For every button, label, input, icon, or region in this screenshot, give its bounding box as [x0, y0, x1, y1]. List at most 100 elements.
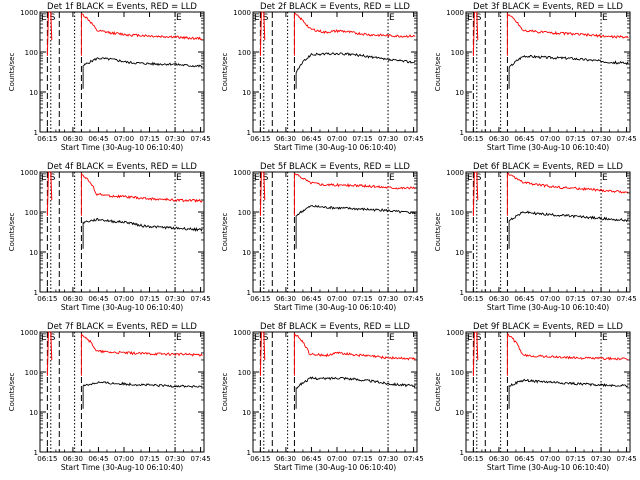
- x-tick-label: 07:00: [540, 295, 560, 303]
- detector-panel-5: Det 5f BLACK = Events, RED = LLD 1 10 100 10…: [221, 162, 424, 312]
- x-axis-label: Start Time (30-Aug-10 06:10:40): [487, 303, 609, 312]
- plot-frame: [252, 331, 418, 453]
- y-tick-label: 100: [25, 369, 38, 377]
- x-tick-label: 07:00: [327, 455, 347, 463]
- y-tick-label: 1000: [446, 169, 464, 177]
- y-tick-label: 100: [238, 49, 251, 57]
- lld-series-line: [293, 173, 416, 216]
- events-series-line: [295, 376, 416, 409]
- x-tick-label: 06:30: [489, 295, 509, 303]
- x-tick-label: 07:45: [404, 455, 424, 463]
- y-tick-label: 100: [238, 369, 251, 377]
- y-tick-label: 100: [238, 209, 251, 217]
- y-tick-label: 1000: [233, 9, 251, 17]
- x-tick-label: 06:15: [463, 295, 483, 303]
- segment-label: E: [176, 333, 182, 343]
- lld-series-line: [80, 172, 203, 216]
- y-tick-label: 1: [247, 289, 251, 297]
- x-tick-label: 06:45: [514, 135, 534, 143]
- plot-frame: [252, 171, 418, 293]
- x-tick-label: 07:15: [352, 455, 372, 463]
- lld-series-line: [293, 332, 416, 376]
- x-tick-label: 06:15: [250, 455, 270, 463]
- x-tick-label: 06:45: [301, 455, 321, 463]
- x-axis-label: Start Time (30-Aug-10 06:10:40): [274, 463, 396, 472]
- y-tick-label: 10: [29, 249, 38, 257]
- events-series-line: [82, 57, 203, 89]
- y-tick-label: 10: [455, 409, 464, 417]
- x-tick-label: 06:45: [88, 295, 108, 303]
- x-tick-label: 06:15: [250, 295, 270, 303]
- panel-title: Det 1f BLACK = Events, RED = LLD: [47, 2, 197, 12]
- x-tick-label: 07:15: [139, 455, 159, 463]
- y-axis-label: Counts/sec: [221, 53, 229, 92]
- segment-label: E: [176, 13, 182, 23]
- x-tick-label: 07:30: [378, 455, 398, 463]
- x-axis-label: Start Time (30-Aug-10 06:10:40): [274, 303, 396, 312]
- x-tick-label: 06:15: [463, 135, 483, 143]
- y-axis-label: Counts/sec: [434, 53, 442, 92]
- events-series-line: [508, 210, 629, 249]
- segment-label: E: [602, 173, 608, 183]
- panel-title: Det 6f BLACK = Events, RED = LLD: [473, 162, 623, 172]
- lld-series-line: [293, 12, 416, 56]
- x-tick-label: 07:30: [591, 135, 611, 143]
- events-series-line: [82, 217, 203, 249]
- x-axis-label: Start Time (30-Aug-10 06:10:40): [61, 143, 183, 152]
- x-tick-label: 06:30: [489, 455, 509, 463]
- y-tick-label: 1: [34, 129, 38, 137]
- segment-label: E: [389, 13, 395, 23]
- y-axis-label: Counts/sec: [8, 213, 16, 252]
- x-tick-label: 06:45: [514, 455, 534, 463]
- plot-frame: [465, 331, 631, 453]
- x-tick-label: 07:00: [114, 135, 134, 143]
- x-tick-label: 07:00: [327, 135, 347, 143]
- x-axis-label: Start Time (30-Aug-10 06:10:40): [487, 463, 609, 472]
- x-tick-label: 06:45: [88, 135, 108, 143]
- y-tick-label: 100: [25, 49, 38, 57]
- x-tick-label: 06:45: [88, 455, 108, 463]
- plot-frame: [39, 11, 205, 133]
- x-tick-label: 06:30: [63, 455, 83, 463]
- y-axis-label: Counts/sec: [8, 373, 16, 412]
- x-tick-label: 06:30: [276, 455, 296, 463]
- detector-panel-3: Det 3f BLACK = Events, RED = LLD 1 10 100 10…: [434, 2, 637, 152]
- x-axis-label: Start Time (30-Aug-10 06:10:40): [61, 463, 183, 472]
- x-tick-label: 07:45: [617, 135, 637, 143]
- plot-frame: [252, 11, 418, 133]
- segment-label: E: [389, 173, 395, 183]
- x-tick-label: 07:45: [191, 455, 211, 463]
- events-series-line: [295, 204, 416, 249]
- x-tick-label: 07:15: [352, 135, 372, 143]
- detector-panel-2: Det 2f BLACK = Events, RED = LLD 1 10 100 10…: [221, 2, 424, 152]
- plot-frame: [465, 171, 631, 293]
- y-axis-label: Counts/sec: [8, 53, 16, 92]
- detector-panel-4: Det 4f BLACK = Events, RED = LLD 1 10 100 10…: [8, 162, 211, 312]
- y-tick-label: 1000: [233, 329, 251, 337]
- x-axis-label: Start Time (30-Aug-10 06:10:40): [61, 303, 183, 312]
- segment-label: E: [602, 13, 608, 23]
- x-tick-label: 07:15: [565, 135, 585, 143]
- plot-frame: [465, 11, 631, 133]
- y-tick-label: 100: [451, 209, 464, 217]
- x-tick-label: 07:00: [327, 295, 347, 303]
- x-tick-label: 07:45: [191, 295, 211, 303]
- x-tick-label: 07:45: [191, 135, 211, 143]
- x-axis-label: Start Time (30-Aug-10 06:10:40): [274, 143, 396, 152]
- x-tick-label: 07:15: [352, 295, 372, 303]
- y-tick-label: 1000: [20, 329, 38, 337]
- events-series-line: [295, 52, 416, 89]
- detector-panel-6: Det 6f BLACK = Events, RED = LLD 1 10 100 10…: [434, 162, 637, 312]
- x-tick-label: 07:00: [114, 295, 134, 303]
- x-tick-label: 07:30: [165, 455, 185, 463]
- plot-frame: [39, 331, 205, 453]
- x-tick-label: 07:30: [165, 135, 185, 143]
- x-tick-label: 07:15: [565, 295, 585, 303]
- x-tick-label: 07:30: [378, 135, 398, 143]
- y-tick-label: 1: [460, 129, 464, 137]
- y-tick-label: 100: [451, 49, 464, 57]
- panel-title: Det 2f BLACK = Events, RED = LLD: [260, 2, 410, 12]
- x-tick-label: 07:45: [404, 295, 424, 303]
- y-axis-label: Counts/sec: [221, 213, 229, 252]
